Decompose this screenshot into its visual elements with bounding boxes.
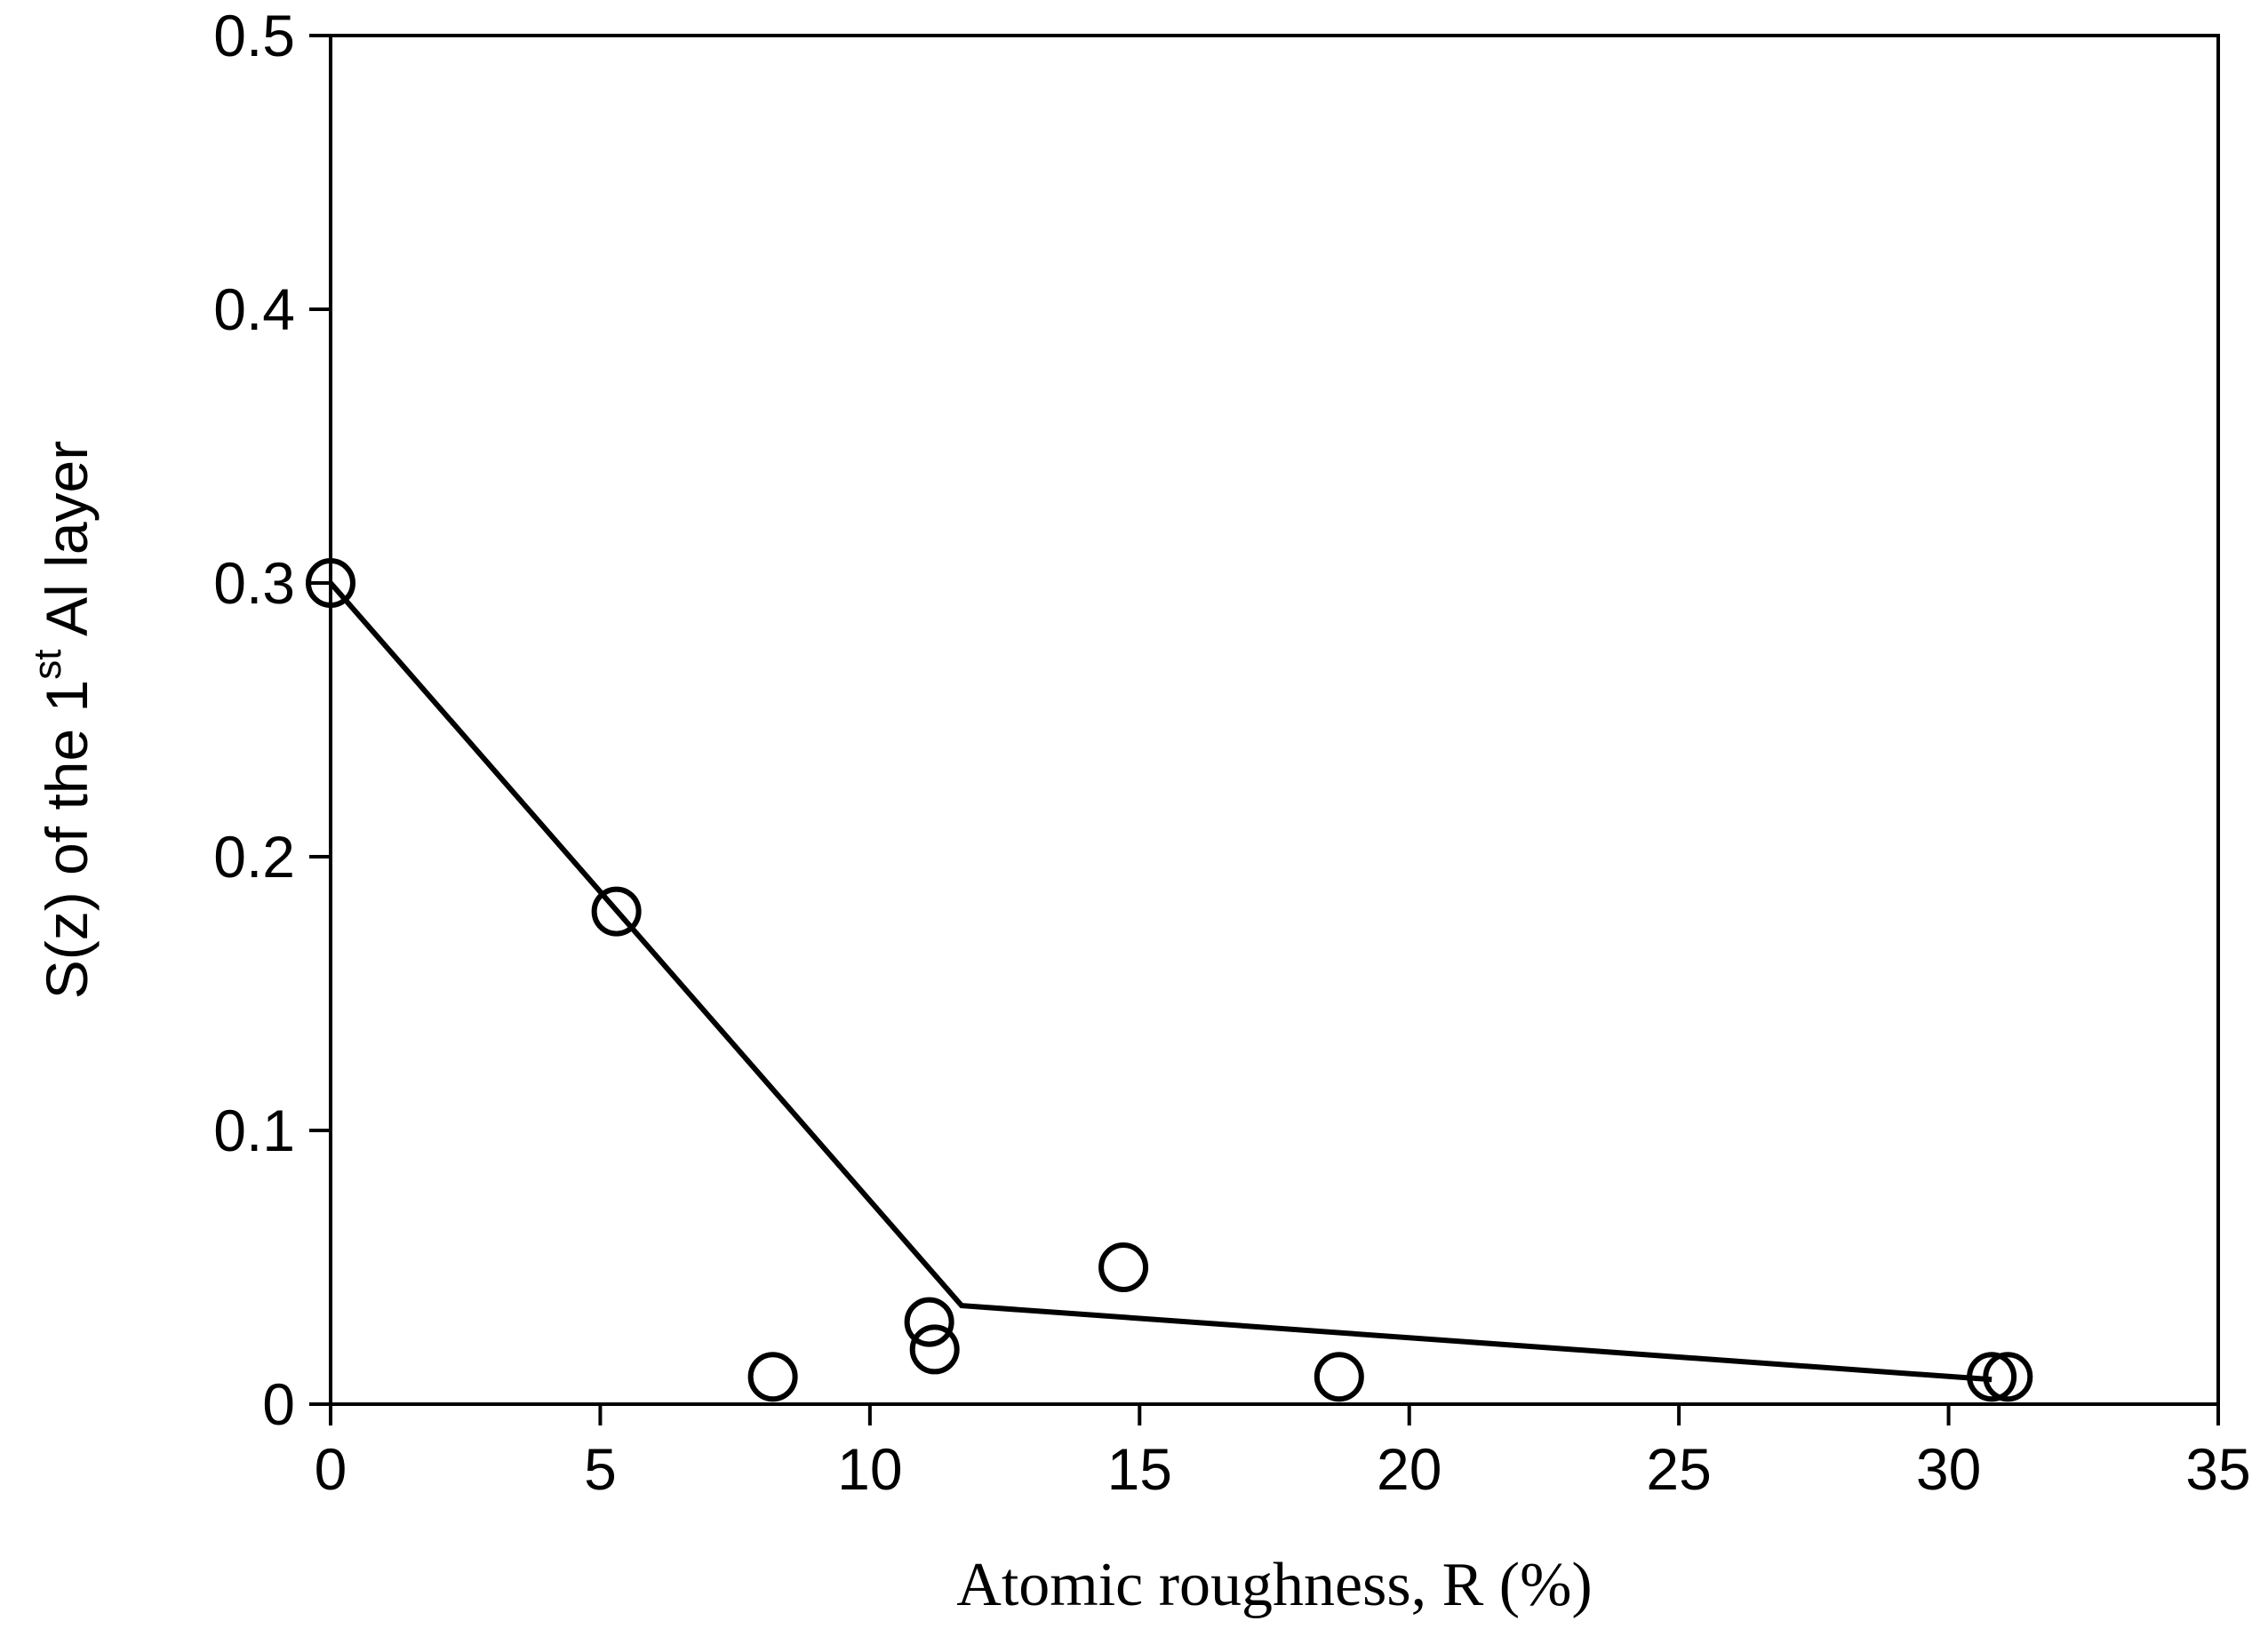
data-point	[904, 1297, 954, 1347]
y-tick-label: 0.4	[213, 276, 295, 342]
data-point	[1983, 1352, 2033, 1402]
data-point	[1098, 1242, 1149, 1292]
y-axis-label: S(z) of the 1st Al layer	[26, 441, 100, 1000]
x-axis-label: Atomic roughness, R (%)	[956, 1551, 1592, 1619]
data-point	[306, 558, 355, 608]
x-tick-label: 35	[2185, 1436, 2250, 1502]
data-point	[909, 1324, 960, 1375]
y-axis-label-superscript: st	[26, 650, 69, 680]
x-tick-label: 25	[1646, 1436, 1711, 1502]
y-tick-label: 0.5	[213, 3, 295, 68]
x-tick-label: 15	[1107, 1436, 1172, 1502]
plot-frame	[329, 34, 2220, 1406]
x-tick-label: 20	[1377, 1436, 1441, 1502]
y-tick-label: 0.1	[213, 1098, 295, 1163]
x-tick-label: 10	[837, 1436, 902, 1502]
data-point	[1967, 1352, 2017, 1402]
y-axis-ticks: 0 0.1 0.2 0.3 0.4 0.5	[213, 3, 331, 1437]
data-point	[747, 1352, 798, 1402]
x-tick-label: 0	[315, 1436, 347, 1502]
x-axis-ticks: 0 5 10 15 20 25 30 35	[315, 1404, 2251, 1502]
y-tick-label: 0	[262, 1371, 295, 1437]
x-tick-label: 30	[1916, 1436, 1981, 1502]
y-axis-label-rest: Al layer	[34, 441, 100, 650]
y-tick-label: 0.3	[213, 550, 295, 616]
data-points	[306, 558, 2033, 1402]
y-axis-label-main: S(z) of the 1	[34, 680, 100, 1000]
data-point	[1314, 1352, 1364, 1402]
fit-line	[328, 581, 1992, 1383]
x-tick-label: 5	[584, 1436, 617, 1502]
data-point	[591, 886, 642, 937]
y-tick-label: 0.2	[213, 824, 295, 890]
